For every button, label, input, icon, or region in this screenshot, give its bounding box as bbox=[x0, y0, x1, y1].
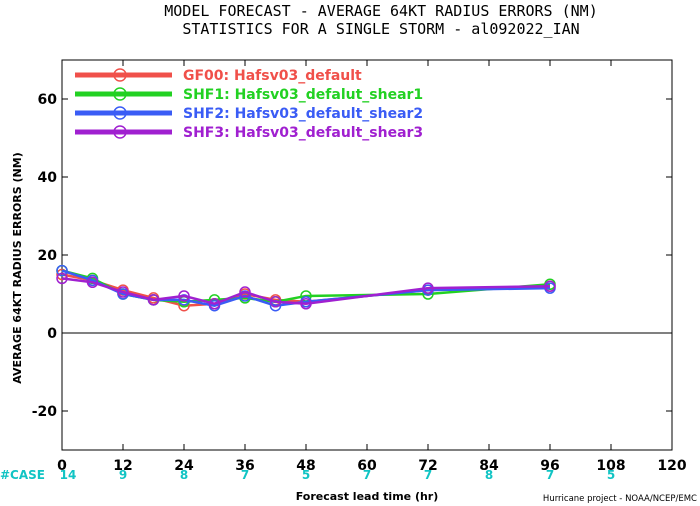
legend: GF00: Hafsv03_default SHF1: Hafsv03_defal… bbox=[75, 68, 423, 141]
data-point bbox=[269, 296, 282, 308]
y-tick-label: 60 bbox=[38, 92, 58, 108]
case-count-value: 9 bbox=[119, 468, 127, 482]
legend-entry-label: GF00: Hafsv03_default bbox=[183, 68, 362, 84]
credit-text: Hurricane project - NOAA/NCEP/EMC bbox=[543, 494, 697, 504]
case-count-value: 7 bbox=[363, 468, 371, 482]
plot-frame bbox=[61, 59, 673, 451]
data-point bbox=[86, 276, 99, 289]
legend-swatch-marker bbox=[113, 87, 127, 101]
legend-entry-label: SHF3: Hafsv03_default_shear3 bbox=[183, 125, 423, 141]
data-point bbox=[178, 290, 190, 302]
y-axis: -20 0 20 40 60 bbox=[32, 92, 672, 420]
legend-entry-label: SHF1: Hafsv03_defalut_shear1 bbox=[183, 87, 423, 103]
y-axis-label: AVERAGE 64KT RADIUS ERRORS (NM) bbox=[11, 152, 24, 383]
case-count-value: 8 bbox=[180, 468, 188, 482]
chart-title: MODEL FORECAST - AVERAGE 64KT RADIUS ERR… bbox=[164, 2, 597, 20]
x-tick-label: 24 bbox=[174, 458, 194, 474]
x-tick-label: 36 bbox=[235, 458, 254, 474]
x-axis-label: Forecast lead time (hr) bbox=[296, 490, 439, 503]
legend-entry-label: SHF2: Hafsv03_default_shear2 bbox=[183, 106, 423, 122]
series-3 bbox=[56, 272, 556, 310]
x-tick-label: 0 bbox=[57, 458, 67, 474]
data-point bbox=[208, 298, 221, 310]
case-count-value: 7 bbox=[424, 468, 432, 482]
case-count-value: 8 bbox=[485, 468, 493, 482]
case-count-value: 5 bbox=[607, 468, 615, 482]
chart-subtitle: STATISTICS FOR A SINGLE STORM - al092022… bbox=[182, 20, 579, 38]
y-tick-label: 0 bbox=[47, 326, 57, 342]
y-tick-label: -20 bbox=[32, 404, 58, 420]
x-axis: 0 12 24 36 48 60 72 84 96 108 120 bbox=[57, 60, 687, 474]
y-tick-label: 40 bbox=[38, 170, 58, 186]
legend-swatch-marker bbox=[113, 106, 127, 120]
series-line bbox=[61, 277, 551, 306]
case-row-label: #CASE bbox=[0, 468, 45, 482]
data-point bbox=[544, 280, 556, 292]
data-point bbox=[422, 282, 434, 294]
x-tick-label: 48 bbox=[296, 458, 315, 474]
x-tick-label: 72 bbox=[418, 458, 437, 474]
x-tick-label: 120 bbox=[657, 458, 686, 474]
x-tick-label: 84 bbox=[479, 458, 499, 474]
data-point bbox=[147, 294, 160, 306]
legend-swatch-marker bbox=[113, 125, 127, 139]
data-point bbox=[300, 298, 312, 310]
data-point bbox=[239, 286, 251, 298]
case-count-value: 14 bbox=[60, 468, 77, 482]
x-tick-label: 108 bbox=[596, 458, 625, 474]
x-tick-label: 96 bbox=[540, 458, 559, 474]
legend-swatch-marker bbox=[113, 68, 127, 82]
y-tick-label: 20 bbox=[38, 248, 58, 264]
case-count-row: #CASE 14 9 8 7 5 7 7 8 7 5 bbox=[0, 468, 615, 482]
case-count-value: 7 bbox=[546, 468, 554, 482]
data-point bbox=[56, 272, 68, 285]
x-tick-label: 12 bbox=[113, 458, 132, 474]
case-count-value: 7 bbox=[241, 468, 249, 482]
data-point bbox=[117, 286, 129, 298]
data-point bbox=[56, 264, 68, 277]
series-layer bbox=[56, 264, 556, 312]
x-tick-label: 60 bbox=[357, 458, 377, 474]
case-count-value: 5 bbox=[302, 468, 310, 482]
